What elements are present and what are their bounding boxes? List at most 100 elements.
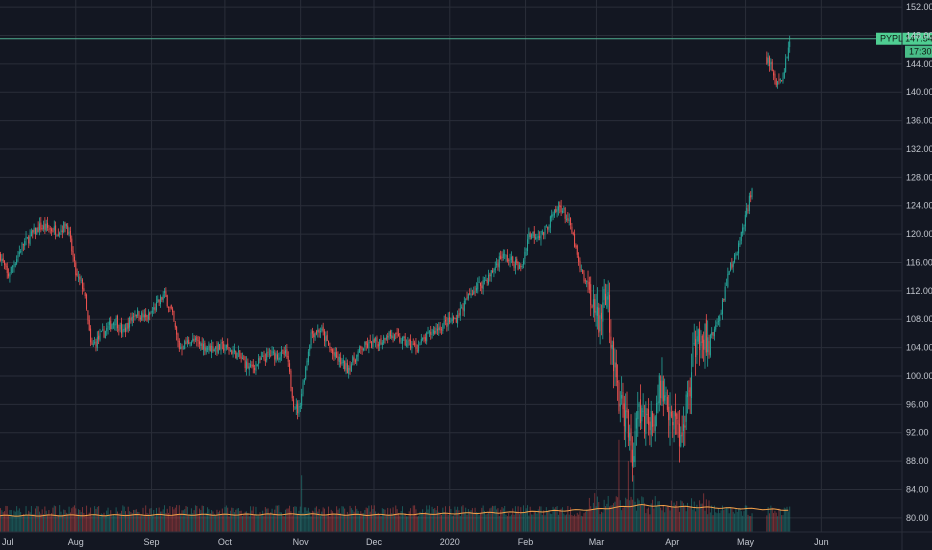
volume-bar [646, 508, 648, 532]
volume-bar [719, 513, 721, 532]
volume-bar [672, 506, 674, 532]
candle-body [609, 294, 611, 333]
volume-bar [415, 509, 417, 532]
candle-body [53, 226, 55, 231]
volume-bar [326, 514, 328, 532]
candle-body [654, 416, 656, 431]
volume-bar [696, 504, 698, 532]
candle-body [595, 310, 597, 316]
candle-body [186, 340, 188, 343]
volume-bar [744, 505, 746, 532]
volume-bar [559, 509, 561, 532]
volume-bar [243, 513, 245, 532]
candle-body [159, 296, 161, 304]
volume-bar [736, 511, 738, 532]
candle-body [543, 232, 545, 236]
volume-bar [716, 513, 718, 532]
candle-body [567, 218, 569, 221]
candle-body [100, 330, 102, 332]
volume-bar [338, 508, 340, 532]
candle-body [415, 344, 417, 350]
candle-body [289, 363, 291, 372]
volume-bar [73, 505, 75, 532]
volume-bar [438, 511, 440, 532]
volume-bar [496, 509, 498, 532]
volume-bar [548, 510, 550, 532]
candle-body [688, 390, 690, 392]
volume-bar [142, 507, 144, 532]
candle-body [151, 311, 153, 313]
volume-bar [354, 505, 356, 532]
candle-body [229, 350, 231, 352]
candle-body [600, 312, 602, 319]
volume-bar [570, 507, 572, 532]
candle-body [266, 352, 268, 361]
volume-bar [501, 507, 503, 532]
volume-bar [537, 509, 539, 532]
candle-body [373, 338, 375, 343]
volume-bar [213, 513, 215, 532]
candle-body [145, 313, 147, 318]
volume-bar [159, 511, 161, 532]
volume-bar [297, 513, 299, 532]
candle-body [260, 357, 262, 360]
candle-body [236, 352, 238, 360]
volume-bar [100, 513, 102, 532]
candle-body [94, 342, 96, 344]
volume-bar [734, 513, 736, 532]
candle-body [447, 317, 449, 326]
volume-bar [44, 506, 46, 532]
candle-body [189, 345, 191, 347]
y-tick-label: 92.00 [906, 428, 929, 438]
volume-bar [364, 510, 366, 532]
candle-body [196, 336, 198, 341]
volume-bar [99, 514, 101, 532]
volume-bar [579, 511, 581, 532]
candle-body [563, 208, 565, 210]
volume-bar [769, 513, 771, 532]
candle-body [574, 234, 576, 247]
candle-body [367, 343, 369, 348]
volume-bar [401, 506, 403, 532]
candle-body [172, 308, 174, 312]
volume-bar [730, 506, 732, 532]
candle-body [295, 404, 297, 409]
candle-body [411, 345, 413, 349]
volume-bar [90, 507, 92, 532]
volume-bar [639, 505, 641, 532]
volume-bar [708, 500, 710, 532]
candle-body [352, 356, 354, 363]
volume-bar [314, 507, 316, 532]
candle-body [551, 214, 553, 218]
volume-bar [286, 508, 288, 532]
price-badge-label: PYPL 147.54 [880, 34, 932, 44]
y-tick-label: 120.00 [906, 229, 932, 239]
volume-bar [83, 512, 85, 532]
candle-body [4, 260, 6, 265]
candle-body [396, 332, 398, 334]
candle-body [371, 341, 373, 349]
candle-body [477, 283, 479, 290]
volume-bar [5, 505, 7, 532]
volume-bar [473, 512, 475, 532]
candle-body [643, 416, 645, 432]
volume-bar [614, 501, 616, 532]
volume-bar [623, 506, 625, 532]
volume-bar [522, 505, 524, 532]
volume-bar [259, 512, 261, 532]
candle-body [773, 72, 775, 76]
candle-body [485, 279, 487, 282]
volume-bar [653, 508, 655, 532]
candle-body [332, 349, 334, 354]
candle-body [711, 332, 713, 336]
volume-bar [48, 510, 50, 532]
candle-body [493, 269, 495, 273]
volume-bar [504, 505, 506, 532]
volume-bar [613, 503, 615, 532]
candle-body [129, 317, 131, 328]
volume-bar [172, 506, 174, 532]
candle-body [401, 337, 403, 344]
